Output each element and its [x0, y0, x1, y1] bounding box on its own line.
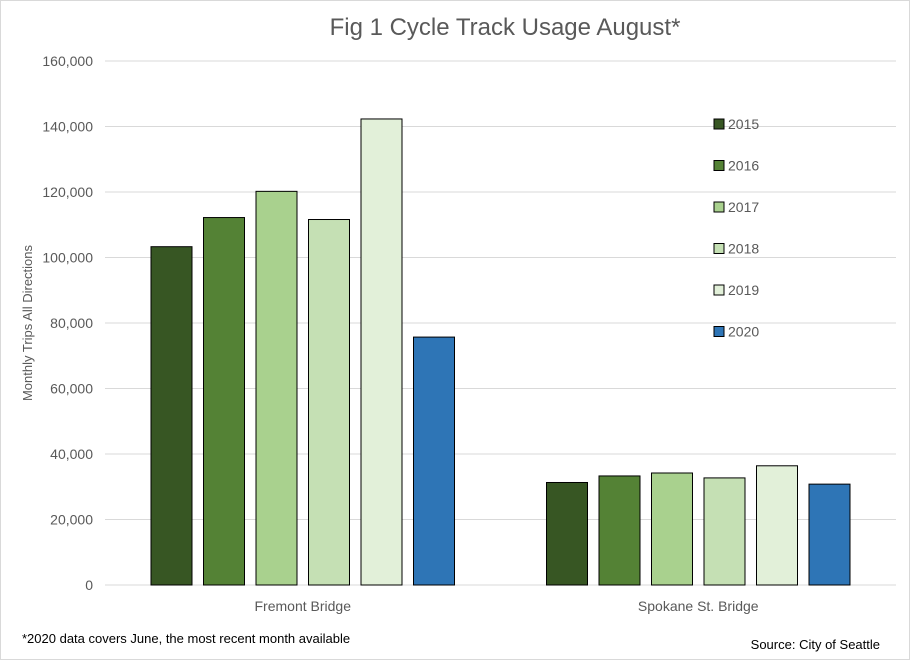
legend-swatch — [713, 284, 725, 296]
bar — [598, 475, 641, 586]
legend-swatch — [713, 326, 725, 337]
y-tick-label: 20,000 — [50, 512, 93, 528]
bar — [756, 465, 798, 586]
bar — [413, 336, 455, 586]
legend-swatch — [713, 243, 725, 254]
legend-swatch — [713, 201, 725, 213]
y-axis-title: Monthly Trips All Directions — [20, 244, 35, 401]
legend-swatch — [713, 160, 725, 171]
footnote: *2020 data covers June, the most recent … — [22, 631, 350, 646]
y-axis-ticks: 0 20,000 40,000 60,000 80,000 100,000 120,000 1… — [42, 53, 93, 593]
x-axis-ticks: Fremont Bridge Spokane St. Bridge — [255, 598, 759, 614]
legend-label: 2019 — [728, 282, 759, 298]
legend-swatch — [713, 118, 725, 130]
bar — [203, 217, 245, 586]
legend-label: 2015 — [728, 116, 759, 132]
legend-label: 2018 — [728, 241, 759, 257]
y-tick-label: 160,000 — [42, 53, 93, 69]
y-tick-label: 80,000 — [50, 315, 93, 331]
x-tick-label: Spokane St. Bridge — [638, 598, 759, 614]
y-tick-label: 100,000 — [42, 250, 93, 266]
bar — [546, 481, 588, 586]
bar — [150, 246, 193, 586]
x-tick-label: Fremont Bridge — [255, 598, 352, 614]
bar — [703, 477, 746, 586]
legend-label: 2020 — [728, 324, 759, 340]
y-tick-label: 40,000 — [50, 446, 93, 462]
source-note: Source: City of Seattle — [751, 637, 880, 652]
bar — [360, 118, 403, 586]
bar — [651, 472, 693, 586]
chart-title: Fig 1 Cycle Track Usage August* — [330, 14, 681, 41]
y-tick-label: 140,000 — [42, 119, 93, 135]
bar — [308, 219, 350, 586]
legend-label: 2016 — [728, 158, 759, 174]
bar — [808, 483, 851, 586]
y-tick-label: 120,000 — [42, 184, 93, 200]
y-tick-label: 60,000 — [50, 381, 93, 397]
y-tick-label: 0 — [85, 577, 93, 593]
legend-label: 2017 — [728, 199, 759, 215]
bars — [150, 118, 851, 586]
legend: 2015 2016 2017 2018 2019 2020 — [713, 116, 759, 340]
bar — [255, 190, 298, 586]
